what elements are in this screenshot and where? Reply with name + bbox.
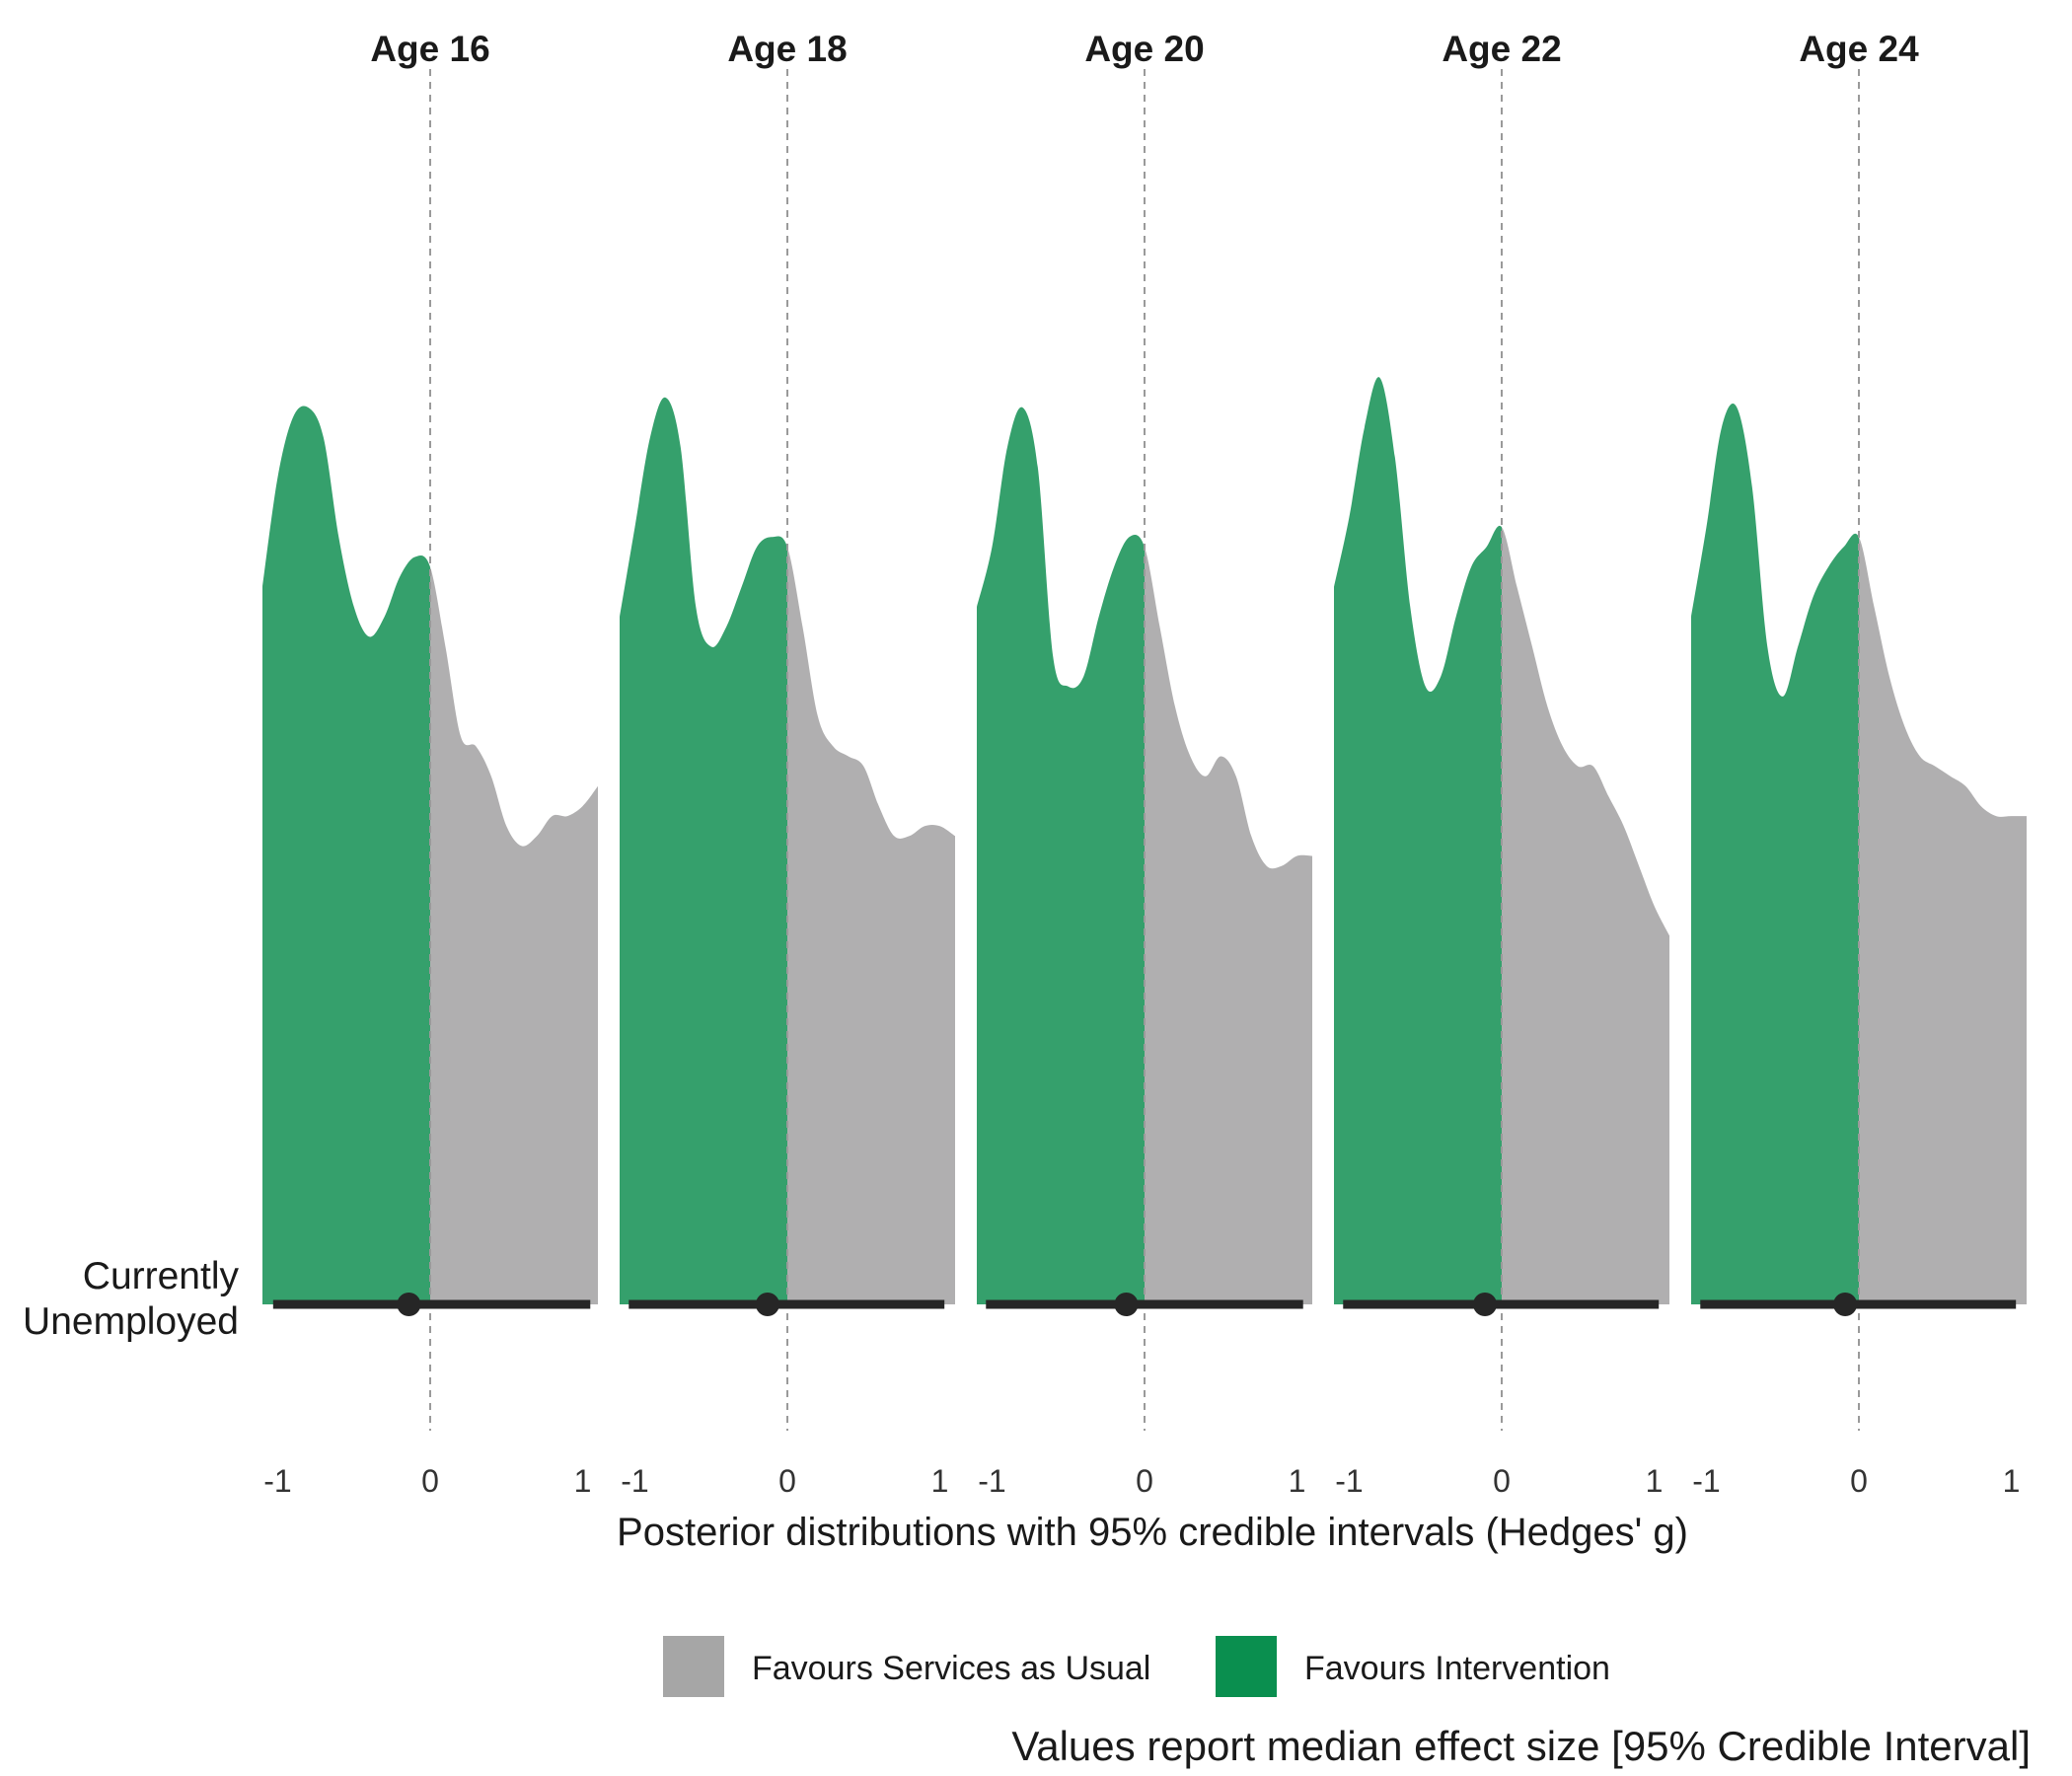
x-tick-label-age-18: 0: [778, 1463, 796, 1499]
x-tick-label-age-18: 1: [931, 1463, 949, 1499]
x-tick-label-age-20: 0: [1136, 1463, 1153, 1499]
density-area-intervention-age-22: [1334, 377, 1502, 1304]
legend-swatch-intervention: [1216, 1636, 1277, 1697]
median-point-age-22: [1473, 1293, 1497, 1316]
density-area-intervention-age-20: [977, 407, 1145, 1304]
x-tick-label-age-24: -1: [1692, 1463, 1720, 1499]
density-area-services-age-20: [1145, 547, 1312, 1304]
facet-age-20: Age 20 -1 0 1: [977, 29, 1312, 1499]
median-point-age-24: [1833, 1293, 1858, 1316]
density-area-services-age-16: [430, 566, 598, 1304]
legend-label-services: Favours Services as Usual: [752, 1650, 1150, 1687]
row-label: Currently Unemployed: [23, 1255, 239, 1343]
x-tick-label-age-24: 1: [2003, 1463, 2021, 1499]
density-area-intervention-age-24: [1691, 404, 1859, 1304]
density-area-services-age-18: [787, 547, 955, 1304]
facet-age-18: Age 18 -1 0 1: [620, 29, 955, 1499]
density-area-services-age-24: [1859, 537, 2027, 1304]
x-tick-label-age-22: 1: [1646, 1463, 1664, 1499]
x-tick-label-age-20: 1: [1289, 1463, 1306, 1499]
x-tick-label-age-16: -1: [263, 1463, 291, 1499]
chart-caption: Values report median effect size [95% Cr…: [1011, 1723, 2031, 1769]
facet-age-24: Age 24 -1 0 1: [1691, 29, 2027, 1499]
x-tick-label-age-22: -1: [1335, 1463, 1363, 1499]
median-point-age-20: [1114, 1293, 1139, 1316]
density-area-services-age-22: [1502, 527, 1669, 1304]
facet-title-age-24: Age 24: [1799, 29, 1919, 69]
legend-label-intervention: Favours Intervention: [1304, 1650, 1610, 1687]
x-tick-label-age-20: -1: [978, 1463, 1005, 1499]
facet-title-age-16: Age 16: [370, 29, 489, 69]
facet-title-age-22: Age 22: [1442, 29, 1561, 69]
density-area-intervention-age-18: [620, 397, 787, 1304]
x-tick-label-age-16: 1: [574, 1463, 592, 1499]
row-label-line-1: Currently: [83, 1255, 240, 1297]
median-point-age-18: [755, 1293, 779, 1316]
density-area-intervention-age-16: [262, 406, 430, 1304]
x-tick-label-age-24: 0: [1850, 1463, 1868, 1499]
facet-panels: Age 16 -1 0 1 Age 18 -1 0 1 Age 20 -1 0 1 Age 22 -1 0 1…: [262, 29, 2027, 1499]
facet-age-16: Age 16 -1 0 1: [262, 29, 598, 1499]
facet-title-age-20: Age 20: [1084, 29, 1204, 69]
legend-swatch-services: [663, 1636, 724, 1697]
median-point-age-16: [397, 1293, 421, 1316]
x-tick-label-age-18: -1: [621, 1463, 648, 1499]
x-tick-label-age-22: 0: [1493, 1463, 1511, 1499]
facet-title-age-18: Age 18: [727, 29, 847, 69]
x-tick-label-age-16: 0: [421, 1463, 439, 1499]
facet-age-22: Age 22 -1 0 1: [1334, 29, 1669, 1499]
x-axis-title: Posterior distributions with 95% credibl…: [617, 1511, 1688, 1554]
row-label-line-2: Unemployed: [23, 1300, 239, 1343]
legend: Favours Services as Usual Favours Interv…: [663, 1636, 1610, 1697]
